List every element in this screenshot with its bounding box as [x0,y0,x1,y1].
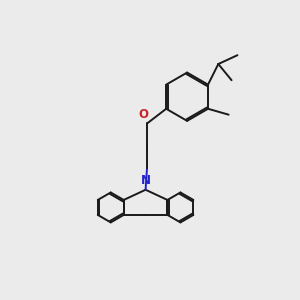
Text: N: N [141,174,151,188]
Text: O: O [139,108,148,121]
